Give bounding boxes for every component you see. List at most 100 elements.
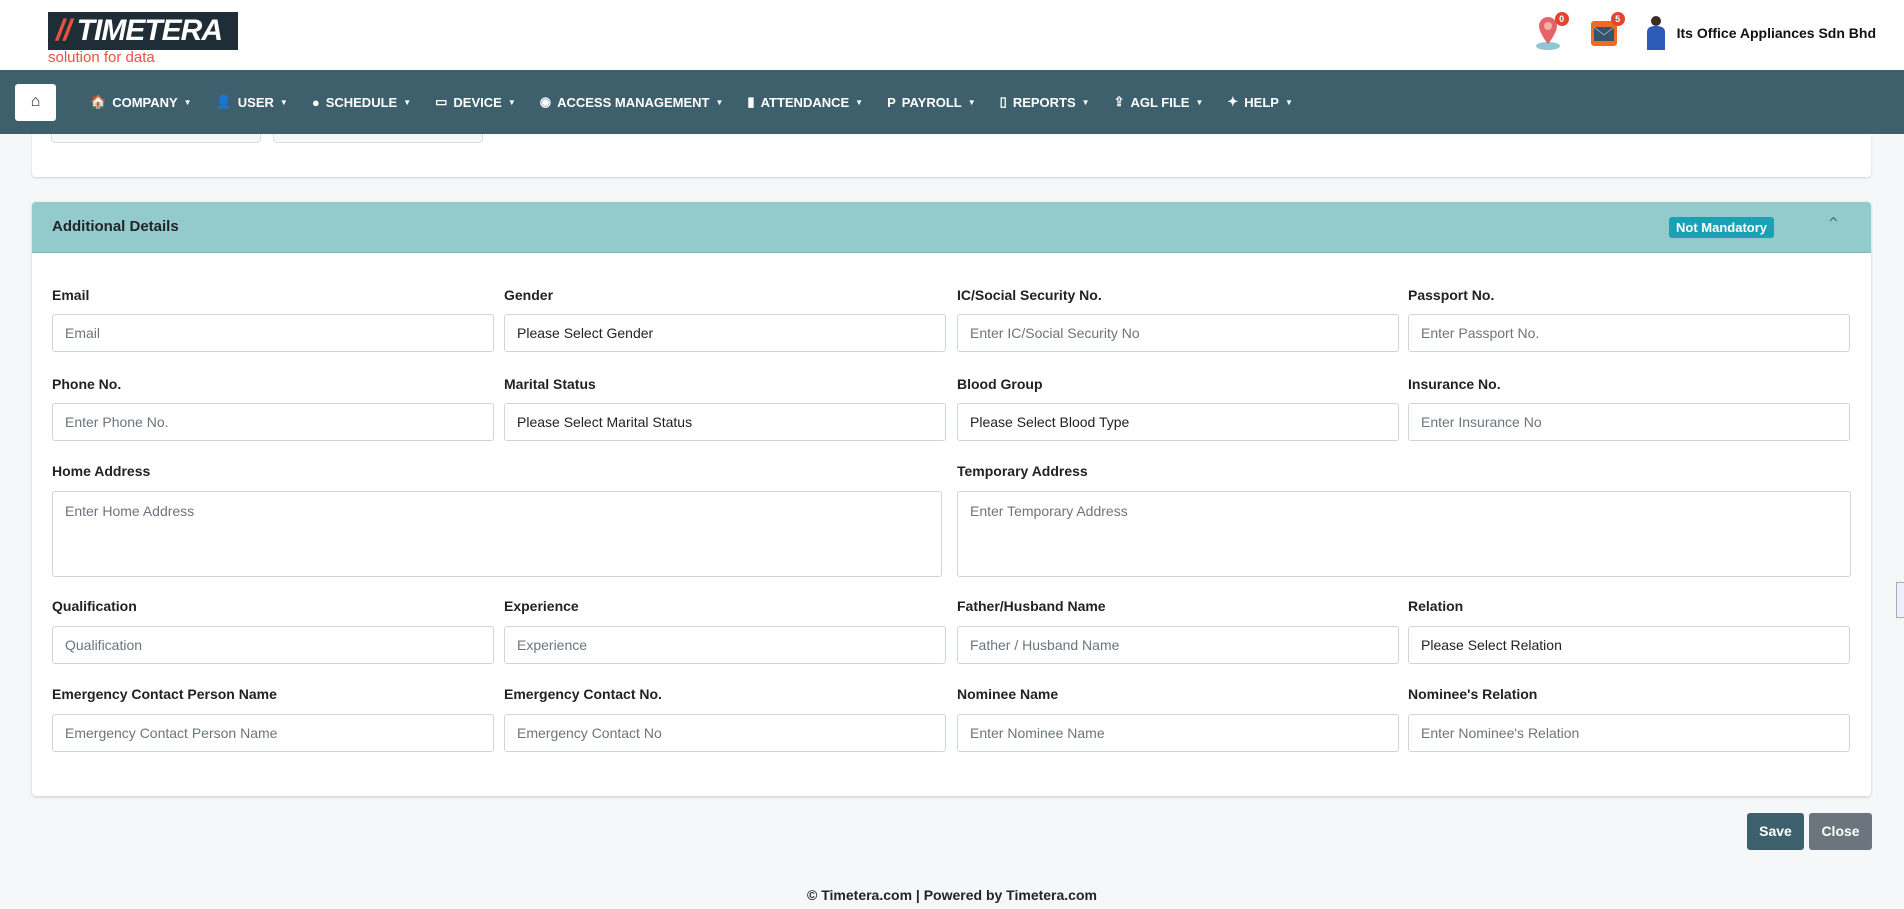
location-notification-button[interactable]: 0 xyxy=(1531,12,1569,52)
location-pin-icon xyxy=(1535,17,1560,50)
nav-device[interactable]: ▭ DEVICE ▼ xyxy=(435,94,516,110)
clipboard-icon: ▮ xyxy=(747,94,755,109)
blood-group-label: Blood Group xyxy=(957,376,1043,392)
passport-no-label: Passport No. xyxy=(1408,287,1495,303)
qualification-input[interactable]: Qualification xyxy=(52,626,494,664)
father-husband-name-label: Father/Husband Name xyxy=(957,598,1106,614)
avatar xyxy=(1646,16,1665,50)
nav-reports[interactable]: ▯ REPORTS ▼ xyxy=(1000,94,1090,110)
relation-label: Relation xyxy=(1408,598,1464,614)
relation-select[interactable]: Please Select Relation xyxy=(1408,626,1850,664)
footer: © Timetera.com | Powered by Timetera.com xyxy=(807,887,1097,903)
home-address-label: Home Address xyxy=(52,463,151,479)
user-menu[interactable]: Its Office Appliances Sdn Bhd xyxy=(1643,14,1876,52)
company-name: Its Office Appliances Sdn Bhd xyxy=(1676,25,1876,41)
nav-access-management[interactable]: ◉ ACCESS MANAGEMENT ▼ xyxy=(540,94,724,110)
caret-down-icon: ▼ xyxy=(507,97,516,107)
nav-payroll[interactable]: P PAYROLL ▼ xyxy=(887,94,976,110)
caret-down-icon: ▼ xyxy=(1081,97,1090,107)
home-address-textarea[interactable]: Enter Home Address xyxy=(52,491,942,577)
section-header[interactable]: Additional Details Not Mandatory ⌃ xyxy=(32,202,1871,253)
caret-down-icon: ▼ xyxy=(715,97,724,107)
nav-company[interactable]: 🏠 COMPANY ▼ xyxy=(90,94,192,110)
nav-label: PAYROLL xyxy=(901,94,962,110)
gender-label: Gender xyxy=(504,287,554,303)
emergency-contact-person-name-label: Emergency Contact Person Name xyxy=(52,686,277,702)
nav-attendance[interactable]: ▮ ATTENDANCE ▼ xyxy=(747,94,863,110)
temporary-address-label: Temporary Address xyxy=(957,463,1088,479)
save-button[interactable]: Save xyxy=(1747,813,1804,850)
file-icon: ▯ xyxy=(999,94,1007,109)
caret-down-icon: ▼ xyxy=(855,97,864,107)
experience-label: Experience xyxy=(504,598,579,614)
phone-no-input[interactable]: Enter Phone No. xyxy=(52,403,494,441)
paypal-icon: P xyxy=(887,94,896,110)
nav-help[interactable]: ✦ HELP ▼ xyxy=(1227,94,1293,110)
mail-notification-button[interactable]: 5 xyxy=(1587,12,1625,52)
emergency-contact-person-name-input[interactable]: Emergency Contact Person Name xyxy=(52,714,494,752)
marital-status-select[interactable]: Please Select Marital Status xyxy=(504,403,946,441)
nav-label: USER xyxy=(237,94,274,110)
nav-label: DEVICE xyxy=(453,94,502,110)
upload-icon: ⇪ xyxy=(1113,94,1125,109)
nav-label: ATTENDANCE xyxy=(760,94,850,110)
nominee-s-relation-input[interactable]: Enter Nominee's Relation xyxy=(1408,714,1850,752)
father-husband-name-input[interactable]: Father / Husband Name xyxy=(957,626,1399,664)
nominee-name-input[interactable]: Enter Nominee Name xyxy=(957,714,1399,752)
previous-button-stub[interactable] xyxy=(273,134,483,143)
mail-icon xyxy=(1590,21,1617,46)
phone-no-label: Phone No. xyxy=(52,376,122,392)
marital-status-label: Marital Status xyxy=(504,376,596,392)
nav-label: REPORTS xyxy=(1012,94,1076,110)
top-header: //TIMETERA solution for data 0 5 Its Off… xyxy=(0,0,1904,70)
home-button[interactable]: ⌂ xyxy=(15,83,56,121)
insurance-no-label: Insurance No. xyxy=(1408,376,1501,392)
previous-section-card xyxy=(32,134,1871,177)
nav-label: COMPANY xyxy=(112,94,178,110)
side-panel-tab[interactable] xyxy=(1896,582,1904,618)
not-mandatory-badge: Not Mandatory xyxy=(1669,217,1774,238)
clock-icon: ● xyxy=(311,94,320,110)
logo-tagline: solution for data xyxy=(48,49,155,66)
nav-label: SCHEDULE xyxy=(325,94,398,110)
nominee-name-label: Nominee Name xyxy=(957,686,1059,702)
building-icon: 🏠 xyxy=(90,94,107,109)
close-button[interactable]: Close xyxy=(1809,813,1872,850)
experience-input[interactable]: Experience xyxy=(504,626,946,664)
blood-group-select[interactable]: Please Select Blood Type xyxy=(957,403,1399,441)
section-title: Additional Details xyxy=(52,218,179,235)
caret-down-icon: ▼ xyxy=(279,97,288,107)
caret-down-icon: ▼ xyxy=(1195,97,1204,107)
previous-button-stub[interactable] xyxy=(51,134,261,143)
email-label: Email xyxy=(52,287,90,303)
emergency-contact-no-input[interactable]: Emergency Contact No xyxy=(504,714,946,752)
ic-social-security-no-label: IC/Social Security No. xyxy=(957,287,1102,303)
nav-user[interactable]: 👤 USER ▼ xyxy=(216,94,288,110)
caret-down-icon: ▼ xyxy=(183,97,192,107)
emergency-contact-no-label: Emergency Contact No. xyxy=(504,686,662,702)
location-badge: 0 xyxy=(1554,12,1569,26)
logo[interactable]: //TIMETERA xyxy=(48,12,238,50)
main-nav: ⌂ 🏠 COMPANY ▼ 👤 USER ▼ ● SCHEDULE ▼ ▭ DEVICE ▼ ◉ ACCE… xyxy=(0,70,1904,134)
qualification-label: Qualification xyxy=(52,598,137,614)
nav-agl-file[interactable]: ⇪ AGL FILE ▼ xyxy=(1114,94,1204,110)
gender-select[interactable]: Please Select Gender xyxy=(504,314,946,352)
monitor-icon: ▭ xyxy=(435,94,448,109)
email-input[interactable]: Email xyxy=(52,314,494,352)
accessibility-icon: ◉ xyxy=(539,94,552,109)
temporary-address-textarea[interactable]: Enter Temporary Address xyxy=(957,491,1851,577)
home-icon: ⌂ xyxy=(30,93,41,110)
caret-down-icon: ▼ xyxy=(403,97,412,107)
chevron-up-icon[interactable]: ⌃ xyxy=(1825,214,1841,234)
insurance-no-input[interactable]: Enter Insurance No xyxy=(1408,403,1850,441)
handshake-icon: ✦ xyxy=(1227,94,1239,109)
nav-label: HELP xyxy=(1244,94,1279,110)
mail-badge: 5 xyxy=(1610,12,1625,26)
passport-no-input[interactable]: Enter Passport No. xyxy=(1408,314,1850,352)
nav-schedule[interactable]: ● SCHEDULE ▼ xyxy=(312,94,411,110)
caret-down-icon: ▼ xyxy=(967,97,976,107)
nominee-s-relation-label: Nominee's Relation xyxy=(1408,686,1538,702)
ic-social-security-no-input[interactable]: Enter IC/Social Security No xyxy=(957,314,1399,352)
caret-down-icon: ▼ xyxy=(1284,97,1293,107)
nav-label: AGL FILE xyxy=(1130,94,1190,110)
